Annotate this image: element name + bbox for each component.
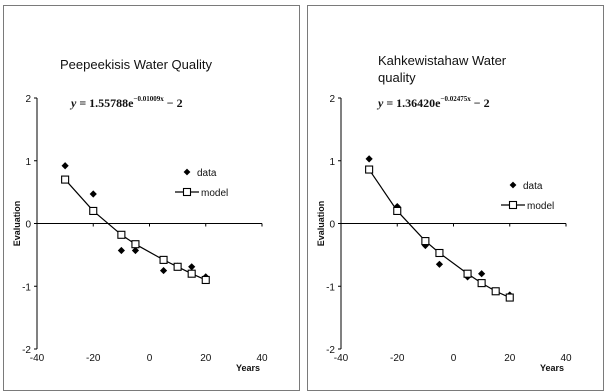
data-point-data — [117, 246, 125, 255]
chart-title-line: Kahkewistahaw Water — [378, 53, 507, 68]
x-tick-label: -40 — [30, 353, 45, 364]
data-point-data — [393, 202, 401, 211]
y-axis-label: Evaluation — [12, 201, 22, 247]
legend-label-model: model — [527, 201, 554, 212]
x-tick-label: -40 — [334, 353, 349, 364]
legend-marker-data — [509, 181, 517, 189]
equation-lhs: y — [69, 96, 77, 110]
data-point-model — [491, 287, 500, 296]
legend: data model — [175, 168, 228, 199]
chart-panel-right: Kahkewistahaw Water quality y = 1.36420e−… — [307, 5, 604, 391]
chart-title-line: quality — [378, 70, 416, 85]
legend-label-data: data — [523, 181, 543, 192]
x-tick-label: 20 — [200, 353, 212, 364]
data-point-data — [365, 155, 373, 163]
equation-coef: 1.55788 — [89, 96, 128, 110]
data-point-model — [201, 275, 210, 285]
y-tick-label: 0 — [329, 220, 335, 231]
equation-exponent: −0.02475x — [441, 95, 472, 103]
data-point-model — [505, 293, 514, 302]
equation-tail: − 2 — [164, 96, 183, 110]
y-tick-label: 2 — [25, 94, 31, 105]
data-point-model — [173, 262, 182, 271]
data-point-model — [393, 206, 402, 215]
data-point-model — [435, 248, 444, 258]
x-tick-label: 0 — [451, 353, 457, 364]
y-tick-label: 0 — [25, 220, 31, 231]
y-tick-label: -2 — [326, 345, 335, 356]
series-line-model — [368, 169, 510, 299]
data-point-data — [435, 260, 444, 268]
legend-marker-data — [183, 168, 191, 176]
y-tick-label: 1 — [329, 157, 335, 168]
y-axis-label: Evaluation — [316, 201, 326, 247]
y-tick-label: -2 — [22, 345, 31, 356]
equation-tail: − 2 — [471, 96, 490, 110]
data-point-model — [117, 230, 126, 239]
x-tick-label: 20 — [504, 353, 516, 364]
x-tick-label: 40 — [256, 353, 268, 364]
x-tick-label: -20 — [86, 353, 101, 364]
data-point-model — [159, 255, 168, 264]
equation: y = 1.36420e−0.02475x − 2 — [376, 95, 490, 110]
equation: y = 1.55788e−0.01009x − 2 — [69, 95, 183, 110]
x-tick-label: 0 — [147, 353, 153, 364]
y-tick-label: 2 — [329, 94, 335, 105]
data-point-data — [89, 190, 97, 198]
equation-lhs: y — [376, 96, 384, 110]
data-point-model — [421, 237, 430, 246]
data-point-model — [187, 269, 196, 278]
equation-coef: 1.36420 — [396, 96, 435, 110]
chart-panel-left: Peepeekisis Water Quality y = 1.55788e−0… — [3, 5, 300, 391]
chart-title-line: Peepeekisis Water Quality — [60, 57, 212, 72]
data-point-data — [478, 270, 486, 278]
legend-label-model: model — [201, 188, 228, 199]
data-point-data — [131, 246, 140, 255]
x-axis-label: Years — [236, 363, 260, 373]
equation-exponent: −0.01009x — [134, 95, 165, 103]
chart-svg-right: Kahkewistahaw Water quality y = 1.36420e−… — [316, 53, 572, 373]
legend-marker-model — [182, 187, 192, 197]
chart-title: Kahkewistahaw Water quality — [378, 53, 507, 85]
data-point-model — [463, 269, 472, 278]
x-tick-label: 40 — [560, 353, 572, 364]
data-point-data — [159, 266, 168, 275]
data-point-model — [365, 165, 374, 174]
data-point-data — [188, 263, 196, 271]
legend-label-data: data — [197, 168, 217, 179]
y-tick-label: 1 — [25, 157, 31, 168]
chart-svg-left: Peepeekisis Water Quality y = 1.55788e−0… — [12, 57, 268, 373]
y-tick-label: -1 — [22, 282, 31, 293]
chart-title: Peepeekisis Water Quality — [60, 57, 212, 72]
data-point-model — [61, 175, 70, 184]
y-tick-label: -1 — [326, 282, 335, 293]
x-axis-label: Years — [540, 363, 564, 373]
data-point-data — [61, 162, 69, 170]
data-point-model — [89, 206, 98, 215]
data-point-model — [131, 240, 140, 249]
x-tick-label: -20 — [390, 353, 405, 364]
data-point-model — [477, 279, 486, 288]
legend-marker-model — [508, 200, 518, 210]
legend: data model — [501, 181, 554, 212]
